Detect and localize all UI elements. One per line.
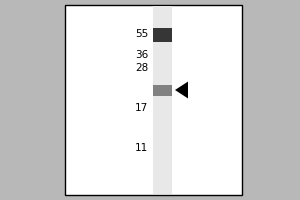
Text: 55: 55 xyxy=(135,29,148,39)
Polygon shape xyxy=(175,82,188,98)
Bar xyxy=(153,28,172,42)
Text: 28: 28 xyxy=(135,63,148,73)
Text: 36: 36 xyxy=(135,50,148,60)
Bar xyxy=(153,6,172,194)
Text: 11: 11 xyxy=(135,143,148,153)
Bar xyxy=(153,85,172,96)
Text: 17: 17 xyxy=(135,103,148,113)
Bar xyxy=(65,5,242,195)
